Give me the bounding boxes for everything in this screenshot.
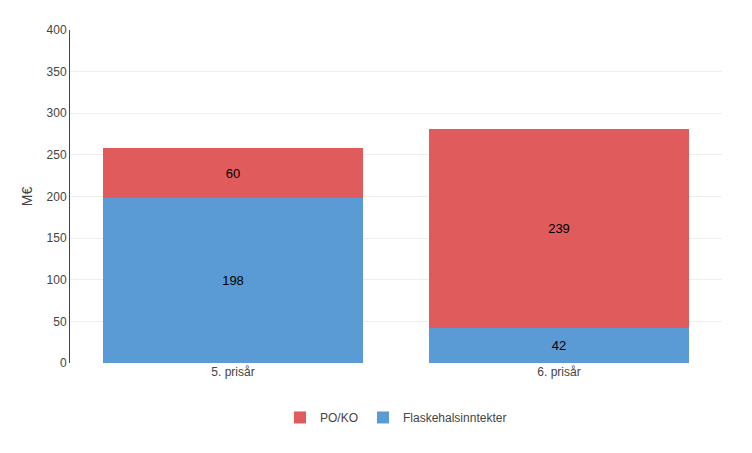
- svg-text:50: 50: [53, 315, 67, 329]
- svg-text:300: 300: [47, 106, 67, 120]
- svg-text:6. prisår: 6. prisår: [537, 365, 580, 379]
- svg-text:PO/KO: PO/KO: [320, 411, 358, 425]
- svg-text:60: 60: [226, 166, 240, 181]
- svg-text:M€: M€: [19, 187, 35, 207]
- svg-text:Flaskehalsinntekter: Flaskehalsinntekter: [403, 411, 506, 425]
- svg-text:400: 400: [47, 23, 67, 37]
- svg-text:200: 200: [47, 190, 67, 204]
- svg-text:0: 0: [60, 356, 67, 370]
- svg-text:150: 150: [47, 231, 67, 245]
- svg-text:198: 198: [222, 273, 244, 288]
- svg-text:42: 42: [552, 338, 566, 353]
- svg-text:250: 250: [47, 148, 67, 162]
- svg-text:5. prisår: 5. prisår: [211, 365, 254, 379]
- svg-text:100: 100: [47, 273, 67, 287]
- svg-text:239: 239: [548, 221, 570, 236]
- svg-text:350: 350: [47, 65, 67, 79]
